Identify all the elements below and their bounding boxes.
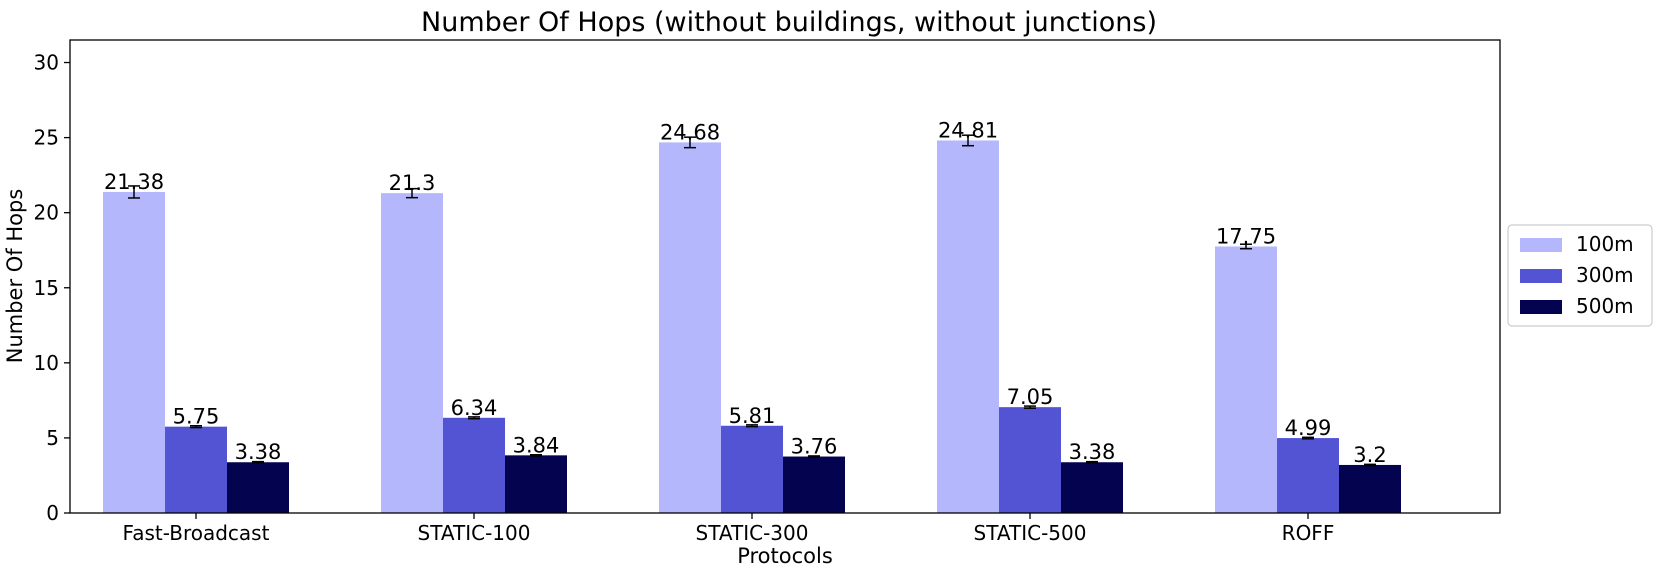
bar	[1339, 464, 1401, 513]
x-tick-label: Fast-Broadcast	[123, 521, 270, 545]
y-axis-label: Number Of Hops	[3, 189, 27, 364]
x-tick-label: ROFF	[1282, 521, 1335, 545]
x-tick-label: STATIC-100	[418, 521, 531, 545]
x-tick-label: STATIC-300	[696, 521, 809, 545]
error-bars-group	[128, 134, 1376, 467]
bar-value-label: 4.99	[1285, 416, 1332, 440]
bar	[227, 462, 289, 513]
legend-swatch	[1520, 238, 1562, 252]
bar-value-label: 6.34	[451, 396, 498, 420]
legend-swatch	[1520, 269, 1562, 283]
bar	[1277, 438, 1339, 513]
bar-value-label: 3.38	[1069, 440, 1116, 464]
bar	[1061, 462, 1123, 513]
legend: 100m 300m 500m	[1507, 224, 1653, 327]
legend-label: 500m	[1576, 294, 1634, 318]
value-labels-group: 21.38 5.75 3.38 21.3 6.34 3.84 24.68 5.81 3.76 24…	[104, 118, 1387, 466]
bar-value-label: 3.84	[513, 433, 560, 457]
bar	[937, 140, 999, 514]
bar	[721, 425, 783, 513]
y-tick-label: 30	[34, 51, 59, 75]
x-tick-label: STATIC-500	[974, 521, 1087, 545]
bar-value-label: 3.2	[1353, 443, 1386, 467]
bar-value-label: 21.38	[104, 170, 164, 194]
chart-title: Number Of Hops (without buildings, witho…	[421, 7, 1157, 38]
y-tick-label: 20	[34, 201, 59, 225]
bar	[1215, 246, 1277, 513]
bar	[165, 426, 227, 513]
bar-value-label: 21.3	[389, 171, 436, 195]
y-axis: 0 5 10 15 20 25 30	[34, 51, 70, 525]
x-axis: Fast-Broadcast STATIC-100 STATIC-300 STATIC…	[123, 513, 1335, 545]
legend-label: 100m	[1576, 232, 1634, 256]
y-tick-label: 0	[46, 501, 59, 525]
bar-value-label: 5.75	[173, 405, 220, 429]
bar	[381, 193, 443, 513]
y-tick-label: 25	[34, 126, 59, 150]
bar-value-label: 17.75	[1216, 224, 1276, 248]
bar	[783, 456, 845, 513]
bar	[505, 455, 567, 513]
bar-value-label: 3.38	[235, 440, 282, 464]
bar	[103, 191, 165, 513]
bar-value-label: 5.81	[729, 404, 776, 428]
bar	[443, 417, 505, 513]
bar-value-label: 24.81	[938, 118, 998, 142]
bar	[999, 407, 1061, 513]
y-tick-label: 10	[34, 351, 59, 375]
legend-swatch	[1520, 300, 1562, 314]
bars-group	[103, 140, 1401, 514]
y-tick-label: 5	[46, 426, 59, 450]
x-axis-label: Protocols	[737, 544, 833, 568]
plot-frame	[69, 39, 1501, 514]
bar	[659, 142, 721, 513]
bar-value-label: 24.68	[660, 120, 720, 144]
bar-value-label: 3.76	[791, 435, 838, 459]
legend-label: 300m	[1576, 263, 1634, 287]
bar-value-label: 7.05	[1007, 385, 1054, 409]
y-tick-label: 15	[34, 276, 59, 300]
